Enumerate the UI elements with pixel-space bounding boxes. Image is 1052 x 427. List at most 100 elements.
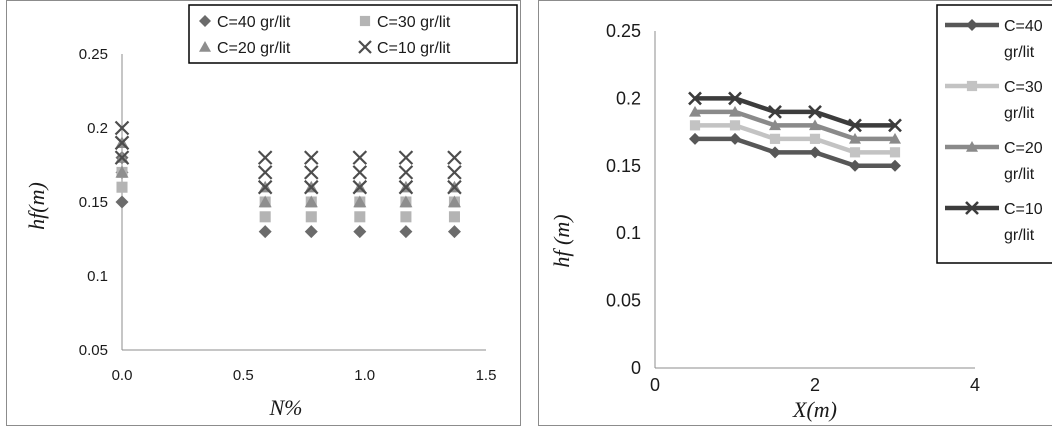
square-point-1 bbox=[689, 120, 701, 131]
cross-point-3 bbox=[304, 165, 319, 180]
legend-label: C=40 bbox=[1004, 18, 1043, 35]
legend-label-unit: gr/lit bbox=[1004, 166, 1035, 183]
legend-label: C=30 bbox=[1004, 79, 1043, 96]
triangle-point-2 bbox=[809, 119, 821, 131]
cross-point-3 bbox=[257, 150, 273, 165]
legend-label: C=20 gr/lit bbox=[217, 40, 291, 57]
triangle-point-2 bbox=[399, 195, 413, 208]
triangle-point-2 bbox=[689, 105, 701, 117]
scatter-chart: 0.0 0.5 1.0 1.5 0.05 0.1 0.15 0.2 0.25 N% hf(m) C=4… bbox=[24, 4, 518, 420]
diamond-point-0 bbox=[258, 225, 272, 239]
triangle-point-2 bbox=[447, 195, 461, 208]
diamond-point-0 bbox=[115, 195, 129, 209]
legend-square-icon bbox=[359, 15, 371, 27]
x-axis-title: X(m) bbox=[792, 397, 837, 422]
cross-point-3 bbox=[114, 135, 130, 151]
triangle-point-2 bbox=[304, 195, 318, 208]
cross-point-3 bbox=[304, 179, 319, 195]
y-tick-label: 0.2 bbox=[616, 88, 641, 108]
diamond-point-0 bbox=[889, 159, 901, 172]
legend-label: C=20 bbox=[1004, 140, 1043, 157]
legend-label-unit: gr/lit bbox=[1004, 44, 1035, 61]
triangle-point-2 bbox=[849, 132, 861, 144]
cross-point-3 bbox=[398, 150, 414, 165]
x-tick-label: 0.5 bbox=[233, 367, 254, 384]
cross-point-3 bbox=[257, 179, 273, 195]
legend-label: C=30 gr/lit bbox=[377, 14, 451, 31]
series-line-2 bbox=[695, 109, 895, 142]
legend-label-unit: gr/lit bbox=[1004, 105, 1035, 122]
legend-diamond-icon bbox=[966, 19, 978, 31]
square-point-1 bbox=[729, 120, 741, 131]
x-tick-label: 0 bbox=[650, 375, 660, 395]
square-point-1 bbox=[448, 211, 460, 223]
y-tick-label: 0.25 bbox=[606, 21, 641, 41]
legend-label-unit: gr/lit bbox=[1004, 227, 1035, 244]
cross-point-3 bbox=[398, 179, 414, 195]
y-tick-label: 0.15 bbox=[79, 194, 108, 211]
legend-triangle-icon bbox=[199, 41, 211, 52]
scatter-chart-panel: 0.0 0.5 1.0 1.5 0.05 0.1 0.15 0.2 0.25 N% hf(m) C=4… bbox=[6, 0, 521, 426]
triangle-point-2 bbox=[769, 119, 781, 131]
square-point-1 bbox=[116, 181, 128, 193]
series-line-1 bbox=[695, 123, 895, 155]
legend-square-icon bbox=[966, 80, 978, 92]
square-point-1 bbox=[400, 211, 412, 223]
legend-diamond-icon bbox=[199, 15, 211, 27]
legend-label: C=40 gr/lit bbox=[217, 14, 291, 31]
diamond-point-0 bbox=[447, 225, 461, 239]
cross-point-3 bbox=[352, 150, 368, 165]
cross-point-3 bbox=[257, 165, 273, 180]
legend-box bbox=[936, 4, 1052, 264]
square-point-1 bbox=[354, 211, 366, 223]
y-tick-label: 0.15 bbox=[606, 156, 641, 176]
y-tick-label: 0 bbox=[631, 358, 641, 378]
triangle-point-2 bbox=[353, 195, 367, 208]
square-point-1 bbox=[809, 133, 821, 144]
cross-point-3 bbox=[352, 165, 368, 180]
diamond-point-0 bbox=[809, 146, 821, 159]
legend-cross-icon bbox=[358, 40, 372, 54]
x-tick-label: 0.0 bbox=[112, 367, 133, 384]
x-tick-label: 4 bbox=[970, 375, 980, 395]
cross-point-3 bbox=[447, 150, 462, 165]
triangle-point-2 bbox=[889, 132, 901, 144]
diamond-point-0 bbox=[729, 132, 741, 145]
cross-point-3 bbox=[768, 104, 782, 119]
diamond-point-0 bbox=[399, 225, 413, 239]
y-tick-label: 0.25 bbox=[79, 46, 108, 63]
y-tick-label: 0.05 bbox=[79, 342, 108, 359]
triangle-point-2 bbox=[258, 195, 272, 208]
square-point-1 bbox=[305, 211, 317, 223]
triangle-point-2 bbox=[115, 165, 129, 178]
diamond-point-0 bbox=[689, 132, 701, 145]
x-tick-label: 2 bbox=[810, 375, 820, 395]
y-tick-label: 0.1 bbox=[616, 223, 641, 243]
legend-label: C=10 gr/lit bbox=[377, 40, 451, 57]
legend-triangle-icon bbox=[966, 141, 978, 152]
square-point-1 bbox=[769, 133, 781, 144]
cross-point-3 bbox=[398, 165, 414, 180]
cross-point-3 bbox=[688, 91, 702, 106]
x-axis-title: N% bbox=[269, 395, 303, 420]
diamond-point-0 bbox=[849, 159, 861, 172]
diamond-point-0 bbox=[769, 146, 781, 159]
x-tick-label: 1.0 bbox=[354, 367, 375, 384]
line-chart-panel: 0 2 4 0 0.05 0.1 0.15 0.2 0.25 X(m) hf (m) C=40 gr/l… bbox=[538, 0, 1052, 426]
cross-point-3 bbox=[728, 91, 742, 106]
y-axis-title: hf(m) bbox=[24, 182, 49, 230]
cross-point-3 bbox=[848, 118, 862, 133]
legend-cross-icon bbox=[965, 201, 979, 215]
series-line-3 bbox=[695, 96, 895, 128]
square-point-1 bbox=[849, 147, 861, 158]
x-tick-label: 1.5 bbox=[476, 367, 497, 384]
cross-point-3 bbox=[304, 150, 319, 165]
cross-point-3 bbox=[114, 150, 130, 165]
cross-point-3 bbox=[888, 118, 902, 133]
square-point-1 bbox=[259, 211, 271, 223]
y-axis-title: hf (m) bbox=[549, 214, 574, 267]
legend-box bbox=[188, 4, 518, 64]
cross-point-3 bbox=[114, 120, 130, 136]
cross-point-3 bbox=[352, 179, 368, 195]
cross-point-3 bbox=[447, 179, 462, 195]
